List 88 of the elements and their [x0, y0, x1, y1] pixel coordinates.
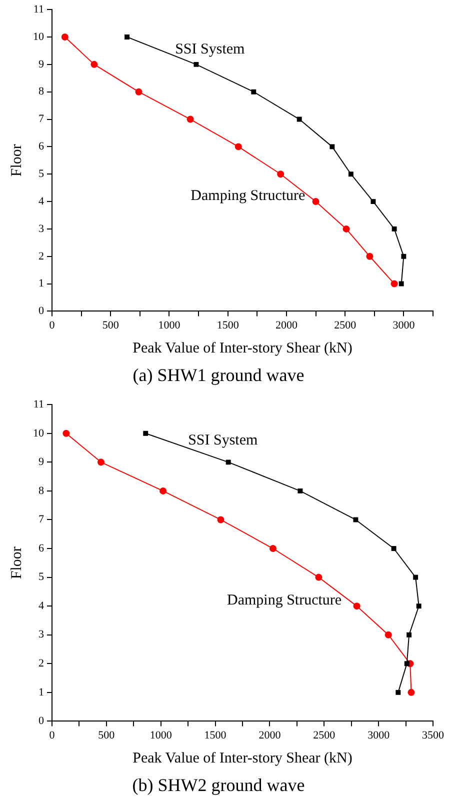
- x-tick-label: 0: [49, 320, 56, 332]
- y-tick-label: 6: [38, 542, 44, 554]
- point: [408, 688, 415, 696]
- point: [348, 172, 354, 177]
- x-tick-label: 3000: [368, 730, 390, 742]
- point: [194, 62, 199, 67]
- y-tick-label: 3: [38, 222, 44, 235]
- x-tick-label: 1500: [204, 730, 227, 742]
- point: [413, 574, 418, 580]
- point: [226, 460, 231, 465]
- y-tick-label: 1: [38, 686, 44, 698]
- y-tick-label: 10: [33, 30, 44, 43]
- y-tick-label: 11: [33, 3, 44, 16]
- text: (b) SHW2 ground wave: [132, 774, 305, 795]
- x-tick-label: 0: [49, 730, 56, 742]
- y-tick-label: 9: [38, 456, 44, 468]
- point: [312, 198, 320, 206]
- y-tick-label: 5: [38, 168, 44, 180]
- point: [186, 116, 194, 123]
- y-tick-label: 5: [38, 571, 44, 584]
- y-tick-label: 1: [38, 278, 44, 290]
- y-tick-label: 10: [33, 427, 44, 440]
- x-tick-label: 3500: [422, 730, 444, 742]
- y-axis-title: Floor: [8, 546, 25, 580]
- point: [396, 690, 401, 695]
- series-label: SSI System: [188, 432, 258, 449]
- point: [342, 225, 350, 232]
- y-tick-label: 0: [38, 305, 44, 318]
- point: [315, 574, 322, 581]
- x-tick-label: 2500: [334, 320, 357, 332]
- point: [404, 661, 410, 666]
- point: [97, 458, 104, 466]
- y-tick-label: 4: [38, 600, 44, 612]
- y-tick-label: 6: [38, 140, 44, 153]
- point: [62, 430, 70, 437]
- series-label: Damping Structure: [190, 188, 306, 204]
- y-tick-label: 11: [33, 398, 44, 410]
- point: [234, 143, 242, 150]
- point: [298, 488, 303, 494]
- x-tick-label: 1000: [158, 320, 181, 332]
- y-tick-label: 0: [38, 715, 44, 728]
- text: (a) SHW1 ground wave: [132, 364, 304, 385]
- point: [370, 199, 376, 204]
- x-tick-label: 2500: [313, 730, 336, 742]
- point: [416, 604, 422, 609]
- point: [251, 89, 256, 94]
- point: [401, 254, 406, 259]
- point: [90, 60, 98, 68]
- point: [277, 170, 284, 178]
- point: [384, 631, 392, 638]
- point: [217, 516, 224, 524]
- x-tick-label: 500: [98, 730, 116, 742]
- series-label: SSI System: [175, 41, 246, 58]
- y-tick-label: 2: [38, 250, 44, 262]
- point: [353, 602, 360, 610]
- point: [124, 34, 130, 40]
- y-tick-label: 3: [38, 628, 44, 641]
- y-tick-label: 7: [38, 514, 44, 526]
- point: [353, 517, 358, 522]
- x-tick-label: 2000: [275, 320, 298, 332]
- point: [296, 116, 302, 122]
- y-axis-title: Floor: [8, 144, 25, 177]
- point: [160, 487, 167, 494]
- y-tick-label: 8: [38, 484, 44, 497]
- x-axis-title: Peak Value of Inter-story Shear (kN): [132, 340, 352, 356]
- point: [269, 545, 276, 552]
- y-tick-label: 8: [38, 86, 44, 98]
- x-tick-label: 1500: [216, 320, 240, 332]
- x-tick-label: 1000: [150, 730, 172, 742]
- point: [391, 546, 396, 551]
- point: [330, 144, 335, 150]
- y-tick-label: 9: [38, 58, 44, 70]
- point: [406, 632, 412, 638]
- series-label: Damping Structure: [226, 592, 342, 608]
- point: [398, 281, 404, 286]
- y-tick-label: 7: [38, 113, 44, 126]
- point: [61, 34, 68, 41]
- point: [390, 280, 398, 288]
- y-tick-label: 4: [38, 195, 44, 208]
- y-tick-label: 2: [38, 658, 44, 670]
- point: [135, 88, 142, 96]
- x-axis-title: Peak Value of Inter-story Shear (kN): [132, 750, 352, 766]
- x-tick-label: 2000: [258, 730, 282, 742]
- x-tick-label: 500: [102, 320, 120, 332]
- x-tick-label: 3000: [392, 320, 416, 332]
- point: [392, 226, 397, 232]
- point: [143, 430, 148, 436]
- point: [366, 252, 374, 260]
